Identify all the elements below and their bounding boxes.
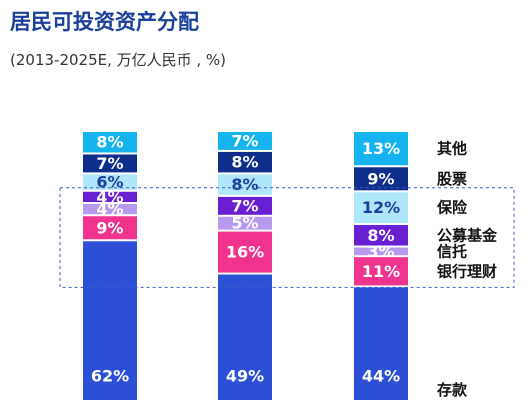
bar-value-label: 4% <box>96 200 123 219</box>
legend-label: 存款 <box>437 381 468 399</box>
bar-value-label: 8% <box>231 153 258 172</box>
bar-segment <box>218 274 272 400</box>
bar-segment <box>83 241 137 400</box>
legend-label: 信托 <box>437 242 467 260</box>
bar-segment <box>218 132 272 150</box>
bar-segment <box>218 151 272 173</box>
bar-segment <box>218 231 272 273</box>
bar-segment <box>354 167 408 191</box>
bar-segment <box>354 287 408 400</box>
bar-segment <box>354 247 408 256</box>
bar-value-label: 13% <box>362 139 400 158</box>
bar-value-label: 6% <box>96 173 123 192</box>
bar-value-label: 8% <box>231 175 258 194</box>
legend-label: 其他 <box>437 140 467 158</box>
bar-value-label: 4% <box>96 187 123 206</box>
bar-value-label: 8% <box>367 226 394 245</box>
bar-value-label: 7% <box>231 196 258 215</box>
bar-value-label: 44% <box>362 367 400 386</box>
bar-segment <box>354 257 408 286</box>
bar-segment <box>83 191 137 202</box>
bar-value-label: 62% <box>91 367 129 386</box>
bar-segment <box>83 154 137 173</box>
bar-value-label: 9% <box>96 218 123 237</box>
bar-value-label: 9% <box>367 169 394 188</box>
bar-value-label: 5% <box>231 214 258 233</box>
chart-subtitle: (2013-2025E, 万亿人民币 , %) <box>10 51 227 69</box>
bar-segment <box>354 192 408 224</box>
bar-value-label: 7% <box>231 131 258 150</box>
bar-value-label: 8% <box>96 133 123 152</box>
bar-segment <box>83 204 137 215</box>
bar-value-label: 49% <box>226 367 264 386</box>
bar-segment <box>218 216 272 230</box>
bar-value-label: 11% <box>362 262 400 281</box>
bar-value-label: 3% <box>367 242 394 261</box>
legend-label: 公募基金 <box>437 226 498 244</box>
bar-segment <box>83 216 137 240</box>
bar-segment <box>354 132 408 166</box>
bar-segment <box>218 196 272 215</box>
bar-value-label: 12% <box>362 198 400 217</box>
bar-value-label: 7% <box>96 154 123 173</box>
bar-segment <box>83 132 137 153</box>
legend-label: 银行理财 <box>437 262 497 280</box>
chart-title: 居民可投资资产分配 <box>10 10 199 34</box>
highlight-box <box>59 187 515 288</box>
legend-label: 保险 <box>436 199 468 217</box>
bar-value-label: 16% <box>226 243 264 262</box>
bar-segment <box>218 174 272 195</box>
bar-segment <box>354 225 408 246</box>
bar-segment <box>83 174 137 190</box>
legend-label: 股票 <box>437 170 467 188</box>
